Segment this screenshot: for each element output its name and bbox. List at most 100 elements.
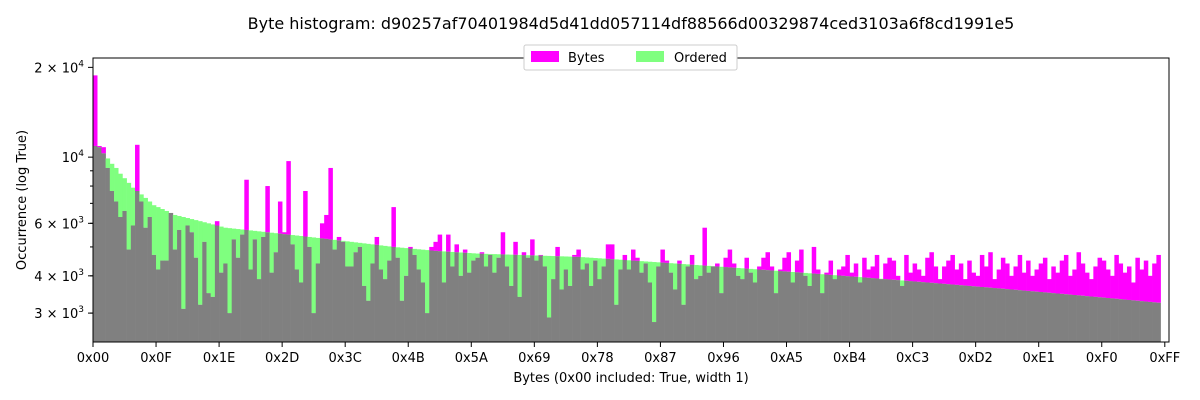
overlap-bar-133 — [652, 322, 657, 342]
overlap-bar-213 — [988, 287, 993, 342]
overlap-bar-190 — [891, 279, 897, 342]
ordered-bar-166 — [790, 272, 796, 283]
overlap-bar-153 — [736, 275, 741, 342]
ordered-bar-64 — [362, 243, 367, 286]
overlap-bar-228 — [1051, 293, 1056, 342]
overlap-bar-156 — [748, 272, 754, 342]
ordered-bar-25 — [198, 221, 203, 305]
bytes-bar-54 — [319, 223, 325, 239]
bytes-bar-179 — [845, 254, 850, 277]
overlap-bar-171 — [811, 273, 817, 342]
bytes-bar-227 — [1047, 279, 1052, 293]
overlap-bar-88 — [462, 252, 468, 342]
overlap-bar-81 — [433, 250, 438, 342]
ordered-bar-103 — [525, 255, 531, 258]
bytes-bar-160 — [765, 252, 770, 271]
bytes-bar-145 — [702, 227, 707, 266]
bytes-bar-151 — [727, 249, 733, 268]
overlap-bar-236 — [1084, 296, 1090, 342]
bytes-bar-104 — [530, 239, 535, 256]
overlap-bar-25 — [198, 304, 203, 342]
ordered-bar-39 — [256, 231, 262, 280]
overlap-bar-36 — [244, 229, 249, 342]
ordered-bar-112 — [563, 256, 569, 270]
bytes-bar-232 — [1068, 275, 1073, 295]
bytes-bar-214 — [992, 279, 997, 289]
overlap-bar-234 — [1076, 295, 1082, 342]
overlap-bar-152 — [731, 267, 737, 342]
bytes-bar-249 — [1139, 269, 1145, 302]
bytes-bar-201 — [937, 279, 943, 284]
x-tick-label-13: 0xC3 — [896, 351, 929, 366]
overlap-bar-101 — [517, 296, 523, 342]
bytes-bar-1 — [97, 145, 102, 148]
bytes-bar-75 — [408, 246, 413, 249]
overlap-bar-244 — [1118, 299, 1124, 342]
ordered-bar-76 — [412, 248, 417, 255]
overlap-bar-154 — [740, 279, 745, 342]
overlap-bar-243 — [1114, 298, 1119, 342]
ordered-bar-40 — [261, 231, 266, 237]
overlap-bar-253 — [1156, 302, 1161, 342]
bytes-bar-243 — [1114, 254, 1119, 299]
ordered-bar-12 — [143, 197, 148, 228]
ordered-bar-70 — [387, 246, 392, 261]
overlap-bar-167 — [794, 272, 800, 342]
overlap-bar-193 — [904, 280, 909, 342]
ordered-bar-87 — [458, 252, 464, 276]
bytes-bar-46 — [286, 161, 291, 235]
bytes-bar-244 — [1118, 263, 1124, 300]
bytes-bar-186 — [874, 254, 880, 279]
overlap-bar-143 — [694, 279, 699, 342]
overlap-bar-17 — [164, 260, 169, 342]
overlap-bar-138 — [673, 289, 678, 342]
overlap-bar-209 — [971, 286, 976, 342]
bytes-bar-235 — [1080, 263, 1086, 296]
ordered-bar-124 — [614, 259, 619, 305]
overlap-bar-67 — [374, 244, 380, 342]
bytes-bar-221 — [1021, 272, 1027, 291]
ordered-bar-121 — [601, 258, 607, 267]
bytes-bar-216 — [1000, 257, 1006, 289]
overlap-bar-140 — [681, 304, 686, 342]
bytes-bar-168 — [799, 249, 804, 273]
overlap-bar-185 — [870, 278, 876, 342]
bytes-bar-238 — [1093, 266, 1098, 297]
x-tick-label-16: 0xF0 — [1086, 351, 1118, 366]
overlap-bar-200 — [933, 283, 939, 342]
overlap-bar-164 — [782, 271, 787, 342]
ordered-bar-98 — [504, 254, 510, 267]
bytes-bar-205 — [954, 269, 960, 285]
ordered-bar-140 — [681, 264, 686, 305]
overlap-bar-240 — [1101, 297, 1107, 342]
ordered-bar-47 — [290, 235, 296, 245]
bytes-bar-253 — [1156, 254, 1161, 303]
overlap-bar-151 — [727, 267, 733, 342]
ordered-bar-176 — [832, 275, 838, 280]
bytes-bar-233 — [1072, 269, 1077, 295]
ordered-bar-23 — [189, 219, 195, 233]
overlap-bar-21 — [181, 308, 186, 342]
bytes-bar-97 — [500, 232, 506, 255]
bytes-bar-189 — [887, 257, 892, 280]
overlap-bar-227 — [1047, 292, 1052, 342]
overlap-bar-4 — [109, 191, 115, 342]
overlap-bar-165 — [786, 271, 792, 342]
ordered-bar-107 — [542, 255, 548, 267]
overlap-bar-250 — [1143, 301, 1149, 342]
overlap-bar-122 — [605, 258, 611, 342]
overlap-bar-51 — [307, 246, 312, 342]
overlap-bar-114 — [572, 256, 577, 342]
bytes-bar-142 — [689, 254, 695, 265]
bytes-bar-161 — [769, 266, 775, 271]
bytes-bar-230 — [1059, 260, 1065, 294]
x-axis-label: Bytes (0x00 included: True, width 1) — [513, 371, 748, 386]
overlap-bar-39 — [256, 279, 262, 342]
overlap-bar-95 — [492, 272, 497, 342]
overlap-bar-66 — [370, 263, 375, 342]
bytes-bar-56 — [328, 167, 333, 240]
bytes-bar-191 — [895, 275, 901, 281]
ordered-bar-8 — [126, 182, 132, 250]
overlap-bar-3 — [105, 167, 111, 342]
ordered-bar-7 — [122, 178, 127, 211]
